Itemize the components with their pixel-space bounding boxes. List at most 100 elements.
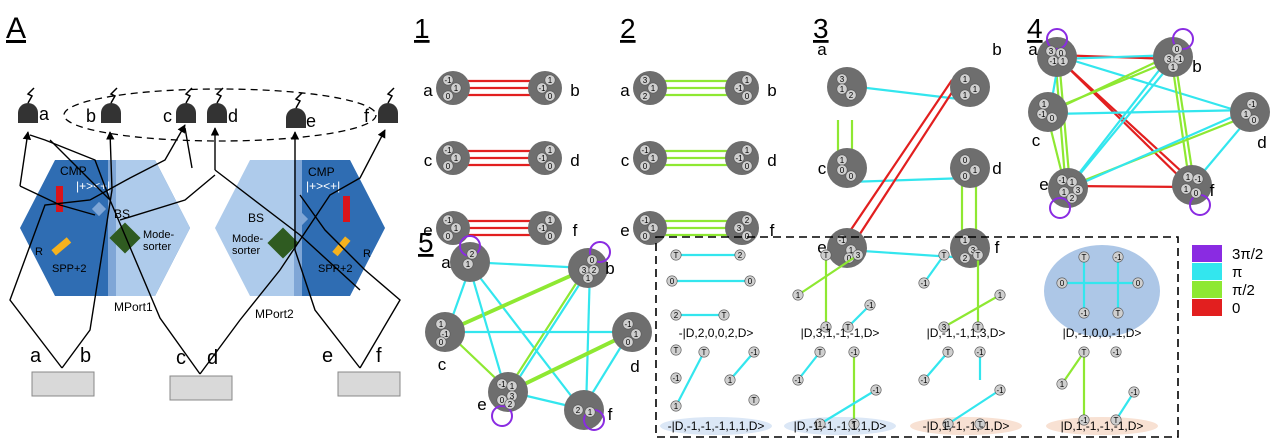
ket-mode-dot bbox=[670, 344, 682, 356]
mode-value: 1 bbox=[454, 224, 459, 233]
ket-mode-dot bbox=[942, 418, 954, 430]
mode-value: 0 bbox=[1136, 279, 1141, 288]
edge bbox=[847, 176, 968, 184]
detector-e-label: e bbox=[306, 111, 316, 131]
mode-dot bbox=[450, 82, 462, 94]
ket-mode-dot bbox=[748, 394, 760, 406]
spp-label-2: SPP+2 bbox=[318, 263, 353, 275]
ket-mode-dot bbox=[698, 346, 710, 358]
mode-value: 0 bbox=[1050, 114, 1055, 123]
ket-highlight bbox=[784, 417, 896, 435]
ket-mode-dot bbox=[1112, 307, 1124, 319]
mode-value: 3 bbox=[737, 224, 742, 233]
mode-dot bbox=[969, 83, 981, 95]
ket-label: -|D,-1,-1,-1,1,1,D> bbox=[668, 419, 765, 433]
mode-value: -1 bbox=[735, 154, 743, 163]
mode-value: T bbox=[978, 420, 983, 429]
ket-mode-dot bbox=[842, 321, 854, 333]
mode-value: -1 bbox=[1058, 176, 1066, 185]
mode-value: 1 bbox=[973, 85, 978, 94]
ket-mode-dot bbox=[670, 372, 682, 384]
vertex-label: d bbox=[630, 357, 639, 376]
edge bbox=[467, 261, 583, 411]
ket-mode-dot bbox=[942, 346, 954, 358]
vertex-label: c bbox=[621, 151, 630, 170]
mode-value: 0 bbox=[446, 92, 451, 101]
ket-mode-dot bbox=[1110, 414, 1122, 426]
mode-value: 1 bbox=[998, 291, 1003, 300]
mode-value: 1 bbox=[963, 75, 968, 84]
mode-value: T bbox=[702, 348, 707, 357]
vertex-label: d bbox=[570, 151, 579, 170]
mode-dot bbox=[442, 230, 454, 242]
mode-value: 1 bbox=[1184, 185, 1189, 194]
ket-cell: T -11-1-1 T|D,1,-1,-1,-1,D> bbox=[1046, 346, 1158, 435]
mode-value: 3 bbox=[1076, 186, 1081, 195]
mode-dot bbox=[544, 230, 556, 242]
ket-cell: T T-113 T|D,-1,-1,1,3,D> bbox=[918, 249, 1006, 340]
mode-dot bbox=[1190, 187, 1202, 199]
ket-edge bbox=[729, 351, 755, 381]
detector-d-label: d bbox=[228, 106, 238, 126]
mode-value: 1 bbox=[548, 146, 553, 155]
mode-dot bbox=[622, 318, 634, 330]
mode-value: -1 bbox=[444, 146, 452, 155]
mode-sorter-label-1b: sorter bbox=[143, 241, 171, 253]
mode-value: -1 bbox=[1194, 175, 1202, 184]
source-f-label: f bbox=[376, 345, 382, 367]
ket-mode-dot bbox=[864, 299, 876, 311]
mode-dot bbox=[1173, 53, 1185, 65]
mode-dot bbox=[845, 170, 857, 182]
mode-dot bbox=[450, 222, 462, 234]
mode-value: 3 bbox=[582, 266, 587, 275]
mode-dot bbox=[639, 74, 651, 86]
mode-sorter-1 bbox=[109, 222, 141, 254]
mode-dot bbox=[959, 73, 971, 85]
ket-edge bbox=[943, 294, 1001, 328]
mode-dot bbox=[647, 222, 659, 234]
detector-b: b bbox=[86, 87, 121, 126]
sources: a b c d e f bbox=[30, 345, 401, 401]
mode-dot bbox=[450, 152, 462, 164]
edge bbox=[466, 261, 508, 393]
edge bbox=[442, 266, 587, 334]
mode-dot bbox=[639, 90, 651, 102]
mode-dot bbox=[836, 83, 848, 95]
ket-mode-dot bbox=[918, 374, 930, 386]
mport1-label: MPort1 bbox=[114, 300, 153, 314]
ket-mode-dot bbox=[1056, 277, 1068, 289]
mode-value: -1 bbox=[976, 348, 984, 357]
ket-edge bbox=[819, 389, 877, 425]
vertex-label: b bbox=[767, 81, 776, 100]
mode-dot bbox=[1240, 108, 1252, 120]
legend-label: 3π/2 bbox=[1232, 246, 1263, 263]
mode-value: 1 bbox=[466, 260, 471, 269]
mode-dot bbox=[639, 160, 651, 172]
mode-value: 2 bbox=[592, 266, 597, 275]
mode-value: T bbox=[818, 348, 823, 357]
mode-dot bbox=[462, 258, 474, 270]
mode-value: -1 bbox=[920, 279, 928, 288]
mode-value: T bbox=[946, 348, 951, 357]
mode-dot bbox=[741, 90, 753, 102]
mode-dot bbox=[1246, 98, 1258, 110]
mode-value: 1 bbox=[745, 76, 750, 85]
vertex-label: e bbox=[423, 221, 432, 240]
vertex-label: c bbox=[1032, 131, 1041, 150]
mode-value: -1 bbox=[538, 84, 546, 93]
mode-dot bbox=[588, 264, 600, 276]
edge bbox=[509, 331, 635, 393]
ket-edge bbox=[947, 389, 1001, 425]
mode-value: 2 bbox=[745, 216, 750, 225]
mode-value: 1 bbox=[1186, 173, 1191, 182]
mode-dot bbox=[536, 82, 548, 94]
ket-mode-dot bbox=[994, 289, 1006, 301]
mode-value: 0 bbox=[840, 166, 845, 175]
ket-edge bbox=[923, 254, 945, 284]
mode-sorter-label-1a: Mode- bbox=[143, 229, 175, 241]
mode-dot bbox=[536, 152, 548, 164]
panel-3-label: 3 bbox=[813, 13, 829, 44]
ket-cell: T -1 0 0 -1 T |D,-1,0,0,-1,D> bbox=[1044, 245, 1160, 340]
ket-label: |D,3,1,-1,-1,D> bbox=[801, 326, 880, 340]
